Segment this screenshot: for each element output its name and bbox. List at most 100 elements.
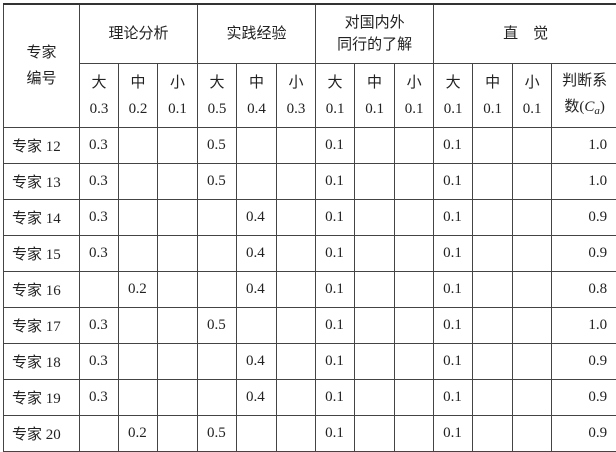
level-label: 小	[158, 70, 197, 96]
score-cell: 0.1	[434, 380, 473, 416]
score-cell	[395, 272, 434, 308]
score-cell	[158, 128, 198, 164]
score-cell	[277, 416, 316, 452]
score-cell: 0.1	[434, 344, 473, 380]
score-cell	[237, 128, 277, 164]
score-cell	[158, 344, 198, 380]
score-cell	[473, 272, 513, 308]
score-cell	[198, 380, 237, 416]
score-cell	[395, 164, 434, 200]
score-cell	[277, 128, 316, 164]
score-cell	[355, 236, 395, 272]
score-cell	[119, 164, 158, 200]
score-cell: 0.1	[434, 308, 473, 344]
score-cell: 0.3	[80, 128, 119, 164]
score-cell: 0.3	[80, 380, 119, 416]
score-cell	[198, 272, 237, 308]
score-cell: 0.1	[316, 272, 355, 308]
level-weight: 0.1	[473, 96, 512, 122]
coefficient-header: 判断系 数(Ca)	[552, 64, 616, 128]
level-label: 小	[277, 70, 315, 96]
score-cell	[119, 200, 158, 236]
score-cell	[355, 164, 395, 200]
score-cell	[473, 416, 513, 452]
level-weight: 0.1	[434, 96, 472, 122]
expert-name: 专家 17	[4, 308, 80, 344]
level-label: 大	[80, 70, 118, 96]
score-cell: 0.4	[237, 344, 277, 380]
score-cell	[237, 308, 277, 344]
level-label: 小	[395, 70, 433, 96]
score-cell: 0.2	[119, 416, 158, 452]
score-cell	[158, 380, 198, 416]
score-cell: 0.1	[434, 164, 473, 200]
score-cell	[355, 344, 395, 380]
expert-name: 专家 19	[4, 380, 80, 416]
score-cell	[513, 308, 552, 344]
score-cell	[277, 380, 316, 416]
coefficient-cell: 0.9	[552, 380, 616, 416]
score-cell: 0.1	[316, 236, 355, 272]
score-cell: 0.3	[80, 308, 119, 344]
score-cell	[473, 200, 513, 236]
level-weight: 0.3	[80, 96, 118, 122]
level-weight: 0.3	[277, 96, 315, 122]
score-cell	[119, 128, 158, 164]
score-cell	[158, 164, 198, 200]
score-cell: 0.1	[316, 308, 355, 344]
score-cell	[198, 344, 237, 380]
score-cell	[80, 416, 119, 452]
score-cell	[513, 200, 552, 236]
score-cell	[277, 272, 316, 308]
score-cell: 0.3	[80, 344, 119, 380]
score-cell	[395, 128, 434, 164]
score-cell	[158, 236, 198, 272]
score-cell	[513, 128, 552, 164]
score-cell: 0.2	[119, 272, 158, 308]
expert-name: 专家 18	[4, 344, 80, 380]
score-cell: 0.1	[434, 128, 473, 164]
score-cell	[277, 344, 316, 380]
level-weight: 0.1	[395, 96, 433, 122]
group-header-theory: 理论分析	[80, 4, 198, 64]
score-cell	[473, 128, 513, 164]
coef-close: )	[600, 99, 605, 115]
score-cell: 0.4	[237, 200, 277, 236]
score-cell: 0.1	[316, 380, 355, 416]
score-cell	[513, 380, 552, 416]
coefficient-cell: 0.9	[552, 416, 616, 452]
score-cell	[158, 272, 198, 308]
score-cell: 0.1	[434, 416, 473, 452]
score-cell	[198, 236, 237, 272]
score-cell	[395, 200, 434, 236]
expert-name: 专家 20	[4, 416, 80, 452]
score-cell: 0.4	[237, 236, 277, 272]
coefficient-cell: 0.8	[552, 272, 616, 308]
score-cell: 0.1	[434, 236, 473, 272]
score-cell	[277, 236, 316, 272]
level-weight: 0.1	[316, 96, 354, 122]
group-header-intuition: 直 觉	[434, 4, 616, 64]
score-cell	[355, 380, 395, 416]
level-label: 大	[198, 70, 236, 96]
score-cell: 0.1	[316, 344, 355, 380]
level-label: 中	[355, 70, 394, 96]
expert-id-header: 专家 编号	[4, 4, 80, 128]
level-weight: 0.1	[355, 96, 394, 122]
score-cell: 0.4	[237, 380, 277, 416]
expert-name: 专家 13	[4, 164, 80, 200]
score-cell	[513, 416, 552, 452]
coefficient-cell: 1.0	[552, 128, 616, 164]
